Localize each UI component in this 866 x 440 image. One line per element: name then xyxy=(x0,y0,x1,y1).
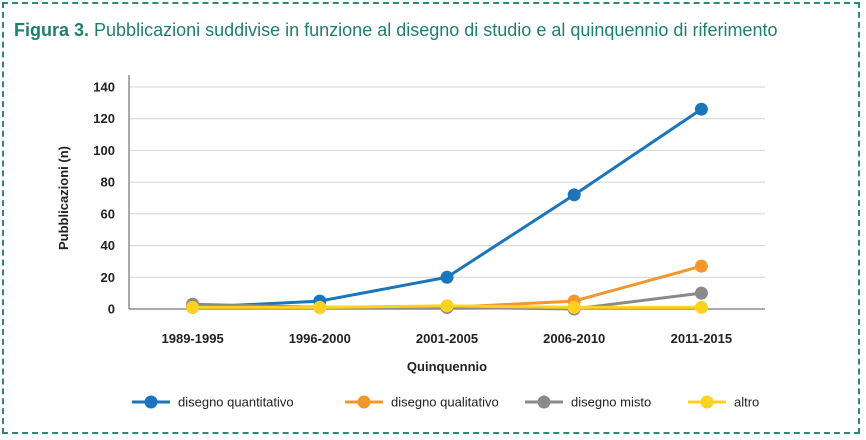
figure-frame xyxy=(2,2,860,434)
data-point xyxy=(186,300,200,314)
legend-swatch-marker xyxy=(144,395,158,409)
x-axis-title: Quinquennio xyxy=(407,359,487,374)
data-point xyxy=(440,270,454,284)
legend-swatch-marker xyxy=(700,395,714,409)
series-3 xyxy=(186,299,708,314)
y-tick-label: 0 xyxy=(108,302,115,317)
legend-item: disegno misto xyxy=(525,395,651,410)
grid-lines xyxy=(129,86,765,278)
legend: disegno quantitativo disegno qualitativo d… xyxy=(132,395,759,410)
y-tick-label: 80 xyxy=(101,175,115,190)
legend-label: altro xyxy=(734,395,759,410)
x-tick-labels: 1989-1995 1996-2000 2001-2005 2006-2010 2011… xyxy=(162,331,733,346)
series-0 xyxy=(186,102,708,314)
x-tick-label: 1989-1995 xyxy=(162,331,224,346)
data-point xyxy=(440,299,454,313)
figure-caption: Pubblicazioni suddivise in funzione al d… xyxy=(94,20,778,40)
legend-swatch-marker xyxy=(537,395,551,409)
series-group xyxy=(186,102,708,316)
x-tick-label: 1996-2000 xyxy=(289,331,351,346)
y-axis-title: Pubblicazioni (n) xyxy=(56,146,71,250)
y-tick-labels: 0 20 40 60 80 100 120 140 xyxy=(93,80,115,317)
y-tick-label: 140 xyxy=(93,80,115,95)
figure-title: Figura 3. Pubblicazioni suddivise in fun… xyxy=(14,20,777,41)
figure-label: Figura 3. xyxy=(14,20,90,40)
legend-item: disegno qualitativo xyxy=(345,395,499,410)
y-tick-label: 40 xyxy=(101,238,115,253)
data-point xyxy=(567,188,581,202)
y-tick-label: 120 xyxy=(93,111,115,126)
data-point xyxy=(694,300,708,314)
legend-label: disegno qualitativo xyxy=(391,395,499,410)
x-tick-label: 2006-2010 xyxy=(543,331,605,346)
legend-item: disegno quantitativo xyxy=(132,395,294,410)
x-tick-label: 2001-2005 xyxy=(416,331,478,346)
data-point xyxy=(694,286,708,300)
data-point xyxy=(694,102,708,116)
x-tick-label: 2011-2015 xyxy=(671,331,732,346)
legend-label: disegno misto xyxy=(571,395,651,410)
legend-item: altro xyxy=(688,395,759,410)
legend-label: disegno quantitativo xyxy=(178,395,294,410)
data-point xyxy=(567,300,581,314)
legend-swatch-marker xyxy=(357,395,371,409)
data-point xyxy=(313,300,327,314)
data-point xyxy=(694,259,708,273)
y-tick-label: 60 xyxy=(101,206,115,221)
y-tick-label: 20 xyxy=(101,270,115,285)
y-tick-label: 100 xyxy=(93,143,115,158)
